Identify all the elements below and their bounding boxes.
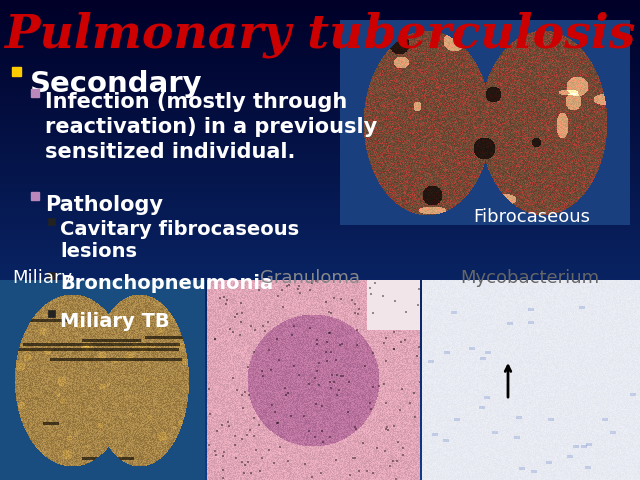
Bar xyxy=(31,89,39,97)
Text: Bronchopneumonia: Bronchopneumonia xyxy=(60,274,273,293)
Bar xyxy=(48,272,55,279)
Bar xyxy=(31,192,39,200)
Text: Miliary TB: Miliary TB xyxy=(60,312,170,331)
Text: Infection (mostly through
reactivation) in a previously
sensitized individual.: Infection (mostly through reactivation) … xyxy=(45,92,377,162)
Bar xyxy=(12,67,21,76)
Text: Mycobacterium: Mycobacterium xyxy=(460,269,600,287)
Text: Pulmonary tuberculosis: Pulmonary tuberculosis xyxy=(4,12,636,59)
Text: Fibrocaseous: Fibrocaseous xyxy=(473,208,590,226)
Text: Pathology: Pathology xyxy=(45,195,163,215)
Text: Granuloma: Granuloma xyxy=(260,269,360,287)
Text: Secondary: Secondary xyxy=(30,70,203,98)
Text: Cavitary fibrocaseous
lesions: Cavitary fibrocaseous lesions xyxy=(60,220,299,261)
Bar xyxy=(48,218,55,225)
Bar xyxy=(48,310,55,317)
Text: Miliary: Miliary xyxy=(12,269,72,287)
